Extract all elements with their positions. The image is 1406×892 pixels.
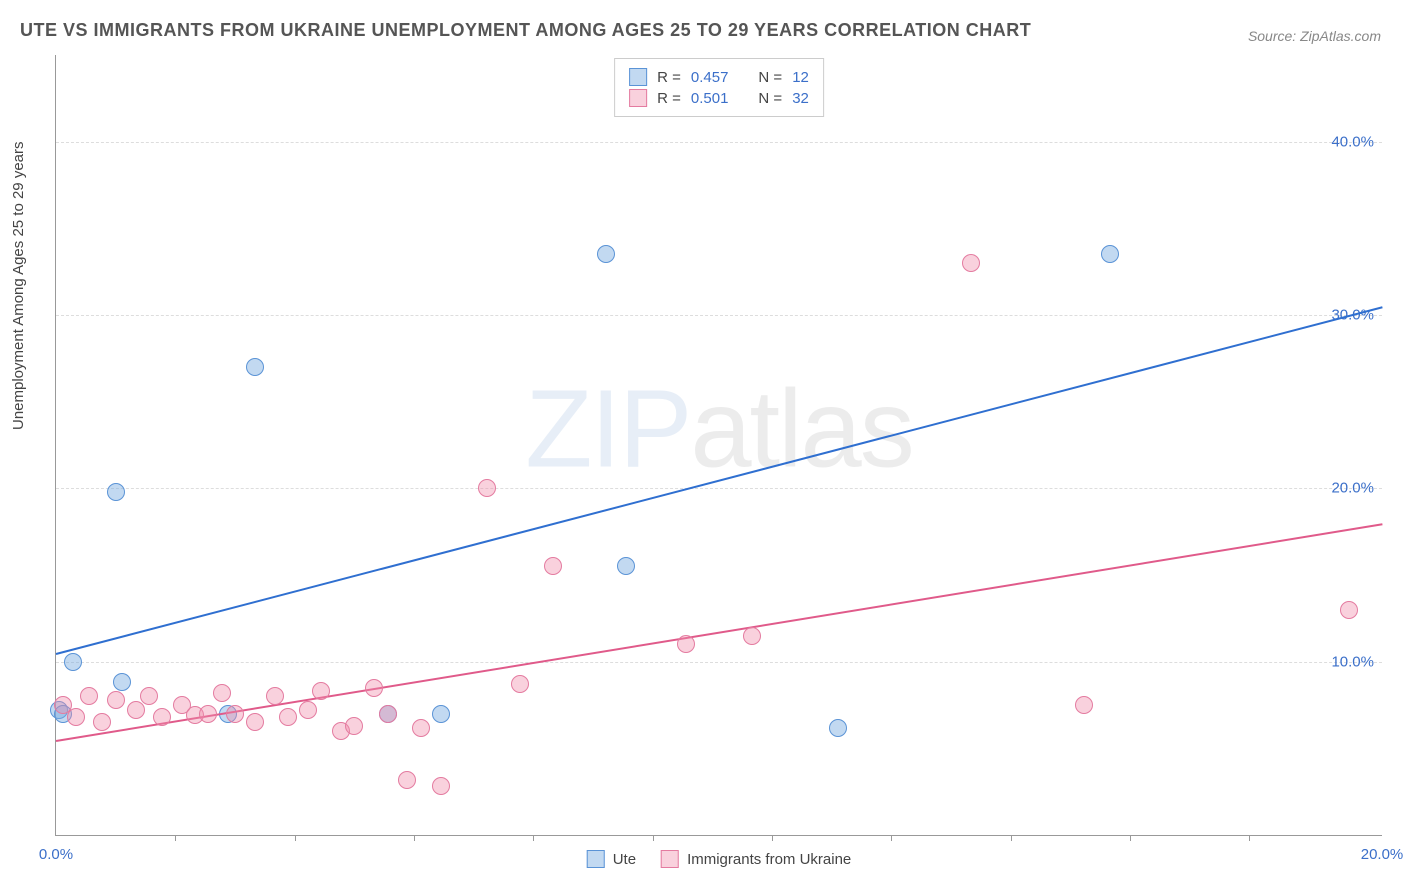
scatter-point xyxy=(432,777,450,795)
x-tick-mark xyxy=(653,835,654,841)
legend-item: Ute xyxy=(587,850,636,868)
scatter-point xyxy=(199,705,217,723)
x-tick-label: 0.0% xyxy=(39,846,73,863)
x-tick-mark xyxy=(891,835,892,841)
scatter-point xyxy=(677,635,695,653)
watermark-brand-b: atlas xyxy=(690,368,912,491)
scatter-point xyxy=(213,684,231,702)
legend-swatch xyxy=(629,89,647,107)
scatter-point xyxy=(829,719,847,737)
scatter-point xyxy=(511,675,529,693)
gridline xyxy=(56,488,1382,489)
y-tick-label: 20.0% xyxy=(1331,480,1374,497)
scatter-point xyxy=(246,713,264,731)
scatter-plot-area: ZIPatlas R =0.457N =12R =0.501N =32 UteI… xyxy=(55,55,1382,836)
scatter-point xyxy=(226,705,244,723)
scatter-point xyxy=(113,673,131,691)
scatter-point xyxy=(107,483,125,501)
scatter-point xyxy=(379,705,397,723)
n-value: 32 xyxy=(792,90,809,107)
r-label: R = xyxy=(657,69,681,86)
scatter-point xyxy=(544,557,562,575)
scatter-point xyxy=(64,653,82,671)
scatter-point xyxy=(412,719,430,737)
series-legend: Ute Immigrants from Ukraine xyxy=(587,850,852,868)
y-tick-label: 10.0% xyxy=(1331,653,1374,670)
gridline xyxy=(56,315,1382,316)
legend-label: Ute xyxy=(613,851,636,868)
legend-item: Immigrants from Ukraine xyxy=(661,850,851,868)
scatter-point xyxy=(127,701,145,719)
scatter-point xyxy=(80,687,98,705)
scatter-point xyxy=(140,687,158,705)
scatter-point xyxy=(67,708,85,726)
scatter-point xyxy=(345,717,363,735)
scatter-point xyxy=(246,358,264,376)
r-value: 0.457 xyxy=(691,69,729,86)
scatter-point xyxy=(597,245,615,263)
legend-row: R = 0.501 N = 32 xyxy=(629,89,809,107)
scatter-point xyxy=(107,691,125,709)
legend-swatch xyxy=(587,850,605,868)
correlation-legend: R = 0.457 N = 12 R = 0.501 N = 32 xyxy=(614,58,824,117)
source-attribution: Source: ZipAtlas.com xyxy=(1248,28,1381,44)
scatter-point xyxy=(962,254,980,272)
legend-swatch xyxy=(629,68,647,86)
y-tick-label: 40.0% xyxy=(1331,133,1374,150)
scatter-point xyxy=(617,557,635,575)
scatter-point xyxy=(266,687,284,705)
scatter-point xyxy=(743,627,761,645)
n-value: 12 xyxy=(792,69,809,86)
x-tick-mark xyxy=(414,835,415,841)
scatter-point xyxy=(432,705,450,723)
scatter-point xyxy=(153,708,171,726)
gridline xyxy=(56,142,1382,143)
r-label: R = xyxy=(657,90,681,107)
r-value: 0.501 xyxy=(691,90,729,107)
scatter-point xyxy=(1101,245,1119,263)
scatter-point xyxy=(279,708,297,726)
scatter-point xyxy=(478,479,496,497)
scatter-point xyxy=(365,679,383,697)
x-tick-mark xyxy=(295,835,296,841)
chart-title: UTE VS IMMIGRANTS FROM UKRAINE UNEMPLOYM… xyxy=(20,20,1031,41)
scatter-point xyxy=(1340,601,1358,619)
x-tick-mark xyxy=(1249,835,1250,841)
x-tick-label: 20.0% xyxy=(1361,846,1404,863)
watermark-brand-a: ZIP xyxy=(525,368,690,491)
legend-swatch xyxy=(661,850,679,868)
legend-label: Immigrants from Ukraine xyxy=(687,851,851,868)
x-tick-mark xyxy=(533,835,534,841)
x-tick-mark xyxy=(772,835,773,841)
scatter-point xyxy=(312,682,330,700)
scatter-point xyxy=(299,701,317,719)
y-axis-label: Unemployment Among Ages 25 to 29 years xyxy=(10,141,27,430)
x-tick-mark xyxy=(175,835,176,841)
x-tick-mark xyxy=(1011,835,1012,841)
scatter-point xyxy=(398,771,416,789)
legend-row: R = 0.457 N = 12 xyxy=(629,68,809,86)
watermark: ZIPatlas xyxy=(525,366,912,493)
n-label: N = xyxy=(758,69,782,86)
gridline xyxy=(56,662,1382,663)
trend-line xyxy=(56,523,1382,742)
x-tick-mark xyxy=(1130,835,1131,841)
scatter-point xyxy=(93,713,111,731)
scatter-point xyxy=(1075,696,1093,714)
n-label: N = xyxy=(758,90,782,107)
